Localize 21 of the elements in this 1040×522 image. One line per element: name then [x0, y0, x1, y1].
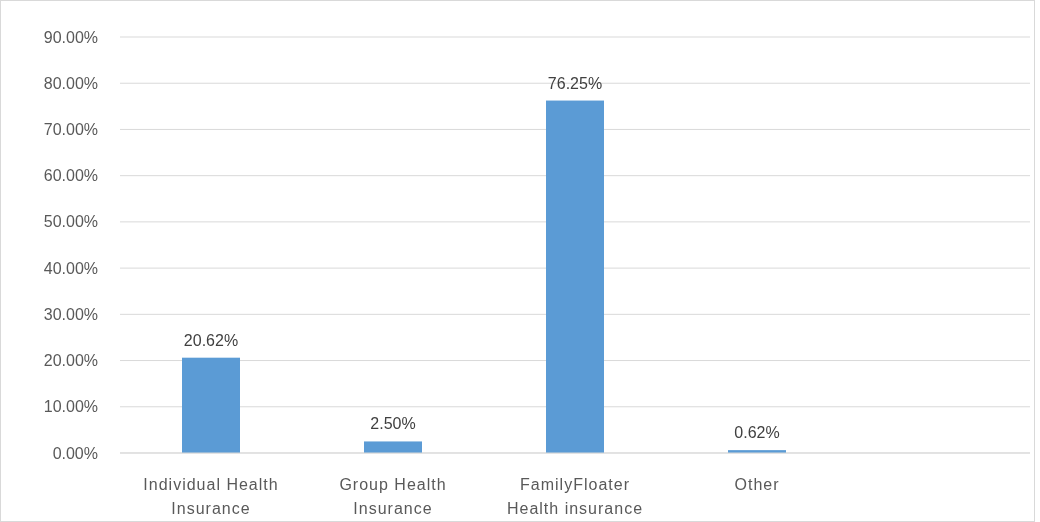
y-tick-label: 0.00%: [52, 444, 98, 462]
x-tick-label: Individual Health Insurance: [143, 476, 279, 517]
bar: [364, 441, 422, 453]
data-label: 20.62%: [183, 331, 239, 349]
bar: [182, 357, 240, 453]
y-tick-label: 90.00%: [43, 28, 98, 46]
data-label: 2.50%: [370, 415, 416, 433]
x-tick-label: FamilyFloater Health insurance: [506, 476, 644, 517]
y-tick-label: 60.00%: [43, 167, 98, 185]
y-tick-label: 10.00%: [43, 398, 98, 416]
y-tick-label: 20.00%: [43, 352, 98, 370]
y-tick-label: 30.00%: [43, 305, 98, 323]
data-label: 0.62%: [734, 424, 780, 442]
y-tick-label: 80.00%: [43, 74, 98, 92]
x-tick-label: Other: [734, 476, 780, 493]
x-tick-label: Group Health Insurance: [339, 476, 447, 517]
y-tick-label: 70.00%: [43, 121, 98, 139]
data-label: 76.25%: [547, 74, 603, 92]
y-tick-label: 50.00%: [43, 213, 98, 231]
y-tick-label: 40.00%: [43, 259, 98, 277]
bar: [546, 100, 604, 453]
